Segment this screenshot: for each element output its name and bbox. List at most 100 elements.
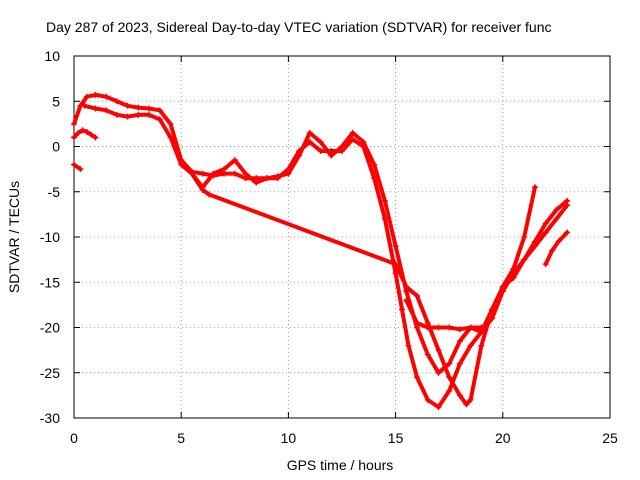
series-arc-5	[188, 170, 538, 408]
data-point	[75, 129, 82, 136]
data-point	[124, 102, 131, 109]
data-point	[553, 215, 560, 222]
data-point	[81, 102, 88, 109]
data-point	[542, 229, 549, 236]
axis-ticks	[73, 55, 611, 419]
x-tick-label: 20	[495, 430, 511, 446]
data-point	[206, 191, 213, 198]
data-point	[531, 243, 538, 250]
data-point	[446, 387, 453, 394]
data-point	[392, 261, 399, 268]
y-tick-label: 10	[44, 48, 60, 64]
data-point	[113, 98, 120, 105]
data-point	[92, 105, 99, 112]
data-point	[199, 186, 206, 193]
data-point	[414, 319, 421, 326]
data-point	[456, 326, 463, 333]
data-point	[77, 166, 84, 173]
data-point	[92, 134, 99, 141]
x-tick-label: 25	[602, 430, 618, 446]
data-point	[71, 161, 77, 168]
data-point	[489, 306, 496, 313]
x-tick-label: 15	[388, 430, 404, 446]
series-line	[72, 128, 98, 140]
data-point	[414, 292, 421, 299]
x-tick-label: 10	[281, 430, 297, 446]
y-tick-label: -5	[48, 184, 61, 200]
data-point	[467, 396, 474, 403]
data-point	[339, 143, 345, 150]
data-point	[564, 202, 571, 209]
data-point	[371, 161, 378, 168]
series-arc-7	[542, 229, 571, 268]
data-point	[113, 111, 120, 118]
data-point	[555, 238, 562, 245]
data-point	[542, 261, 549, 268]
series-arc-2	[71, 127, 99, 141]
data-point	[349, 136, 356, 143]
data-point	[156, 107, 163, 114]
data-point	[156, 116, 163, 123]
x-axis-label: GPS time / hours	[287, 457, 394, 473]
data-point	[306, 129, 313, 136]
data-point	[403, 297, 410, 304]
data-point	[317, 148, 324, 155]
data-point	[79, 127, 86, 134]
data-point	[253, 179, 260, 186]
data-point	[510, 265, 517, 272]
data-point	[263, 175, 270, 182]
data-point	[435, 347, 442, 354]
data-point	[328, 152, 335, 159]
data-point	[435, 404, 442, 411]
data-point	[231, 170, 238, 177]
y-tick-label: -20	[40, 320, 60, 336]
data-point	[405, 342, 412, 349]
data-point	[381, 197, 388, 204]
data-point	[71, 134, 77, 141]
y-tick-label: -10	[40, 229, 60, 245]
data-point	[456, 338, 463, 345]
data-point	[349, 129, 356, 136]
y-tick-label: -30	[40, 410, 60, 426]
series-line	[543, 230, 570, 267]
data-point	[360, 138, 367, 145]
data-point	[83, 129, 90, 136]
data-point	[456, 392, 463, 399]
data-point	[103, 93, 110, 100]
y-tick-label: -25	[40, 365, 60, 381]
data-point	[210, 170, 217, 177]
data-point	[103, 107, 110, 114]
data-point	[71, 120, 77, 127]
data-point	[285, 170, 292, 177]
data-point	[83, 93, 90, 100]
y-tick-labels: -30 -25 -20 -15 -10 -5 0 5 10	[40, 48, 60, 426]
y-axis-label: SDTVAR / TECUs	[6, 181, 22, 293]
y-tick-label: -15	[40, 274, 60, 290]
data-point	[499, 283, 506, 290]
data-point	[178, 161, 185, 168]
data-point	[478, 324, 485, 331]
data-point	[92, 91, 99, 98]
data-point	[392, 243, 399, 250]
data-point	[467, 342, 474, 349]
data-point	[521, 234, 528, 240]
data-point	[446, 374, 453, 381]
data-point	[199, 170, 206, 177]
data-point	[317, 138, 324, 145]
series-line	[72, 162, 83, 172]
data-point	[88, 131, 95, 138]
data-point	[549, 247, 556, 254]
data-point	[399, 306, 406, 313]
data-point	[392, 270, 399, 277]
data-point	[188, 170, 195, 177]
data-point	[135, 104, 142, 111]
data-point	[424, 324, 431, 331]
series-arc-6	[403, 297, 485, 333]
series-line	[189, 171, 537, 407]
data-point	[435, 369, 442, 376]
data-point	[424, 351, 431, 358]
series-arc-1	[71, 161, 84, 173]
data-point	[135, 111, 142, 118]
data-point	[124, 113, 131, 120]
